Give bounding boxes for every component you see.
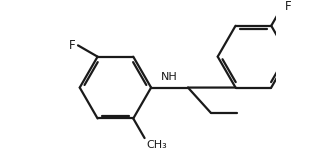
Text: F: F [69,39,76,52]
Text: NH: NH [161,72,178,82]
Text: F: F [285,0,291,13]
Text: CH₃: CH₃ [146,140,167,150]
